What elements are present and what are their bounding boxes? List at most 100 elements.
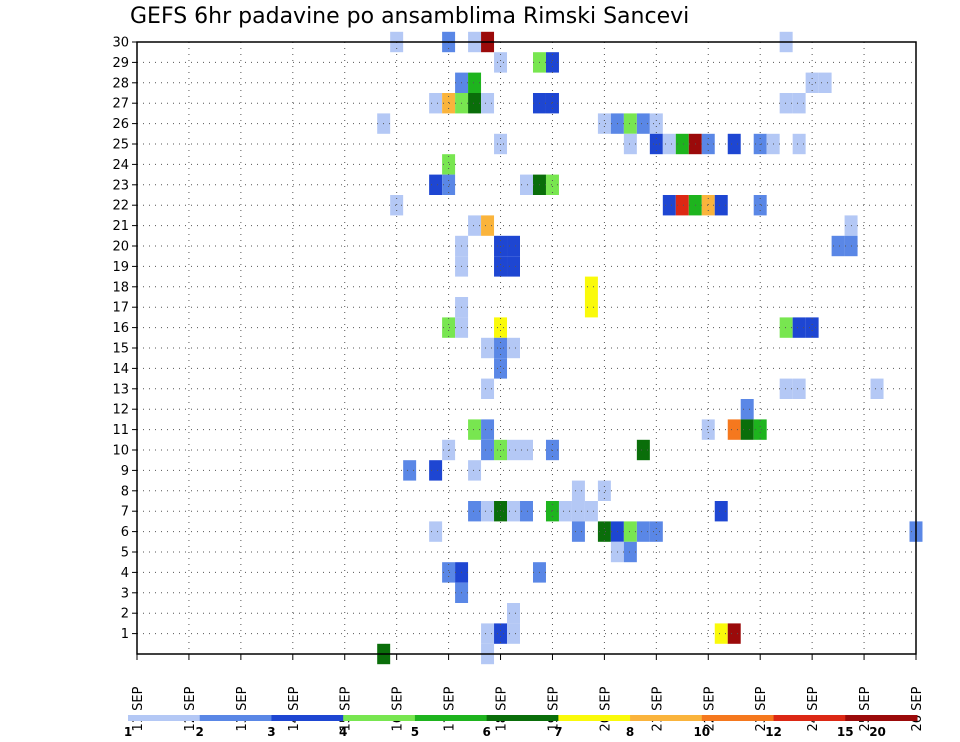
heatmap-cell (649, 521, 663, 542)
heatmap-cell (779, 378, 793, 399)
x-tick-label: 26 SEP (910, 686, 925, 731)
y-tick-label: 23 (112, 178, 129, 193)
y-tick-label: 7 (121, 505, 129, 520)
heatmap-cell (623, 113, 637, 134)
heatmap-cell (870, 378, 884, 399)
heatmap-cell (558, 501, 572, 522)
heatmap-cell (792, 93, 806, 114)
heatmap-cell (714, 501, 728, 522)
colorbar-segment (486, 715, 559, 721)
x-tick-label: 20 SEP (598, 686, 613, 731)
y-tick-label: 6 (121, 525, 129, 540)
colorbar-segment (630, 715, 703, 721)
heatmap-cell (792, 378, 806, 399)
y-tick-label: 18 (112, 280, 129, 295)
y-tick-label: 13 (112, 382, 129, 397)
x-tick-label: 13 SEP (235, 686, 250, 731)
heatmap-cell (468, 72, 482, 93)
y-tick-label: 14 (112, 362, 129, 377)
heatmap-cell (494, 317, 508, 338)
heatmap-cell (571, 501, 585, 522)
heatmap-cell (442, 174, 456, 195)
y-tick-label: 1 (121, 627, 129, 642)
colorbar-segment (701, 715, 775, 721)
heatmap-cell (740, 399, 754, 420)
heatmap-cell (805, 72, 819, 93)
y-tick-label: 11 (112, 423, 129, 438)
y-tick-label: 2 (121, 607, 129, 622)
y-tick-label: 10 (112, 444, 129, 459)
x-tick-label: 11 SEP (131, 686, 146, 731)
cells-layer (377, 31, 923, 665)
x-tick-label: 24 SEP (806, 686, 821, 731)
heatmap-cell (623, 541, 637, 563)
heatmap-cell (507, 603, 520, 624)
heatmap-cell (779, 317, 793, 338)
heatmap-cell (701, 419, 715, 440)
heatmap-cell (753, 195, 767, 216)
heatmap-cell (597, 480, 611, 501)
y-tick-label: 28 (112, 76, 129, 91)
y-tick-label: 29 (112, 56, 129, 71)
heatmap-cell (494, 623, 508, 644)
y-tick-label: 30 (112, 36, 129, 51)
heatmap-cell (662, 195, 676, 216)
heatmap-cell (468, 501, 482, 522)
y-tick-label: 5 (121, 546, 129, 561)
heatmap-cell (429, 460, 443, 481)
heatmap-cell (507, 337, 520, 359)
heatmap-cell (481, 501, 495, 522)
heatmap-cell (727, 623, 741, 644)
heatmap-cell (429, 174, 443, 195)
y-tick-label: 12 (112, 403, 129, 418)
heatmap-cell (584, 276, 598, 297)
heatmap-cell (507, 235, 520, 257)
colorbar-label: 5 (411, 725, 419, 739)
heatmap-cell (494, 256, 508, 277)
heatmap-cell (597, 521, 611, 542)
x-tick-label: 16 SEP (391, 686, 406, 731)
y-tick-label: 24 (112, 158, 129, 173)
heatmap-cell (429, 521, 443, 542)
heatmap-cell (597, 113, 611, 134)
heatmap-cell (481, 93, 495, 114)
heatmap-cell (792, 317, 806, 338)
heatmap-cell (468, 460, 482, 481)
y-tick-label: 20 (112, 240, 129, 255)
y-tick-label: 22 (112, 199, 129, 214)
heatmap-cell (818, 72, 832, 93)
heatmap-cell (753, 419, 767, 440)
heatmap-cell (494, 501, 508, 522)
heatmap-cell (636, 439, 650, 461)
y-tick-label: 21 (112, 219, 129, 234)
heatmap-cell (442, 154, 456, 175)
heatmap-cell (545, 93, 559, 114)
heatmap-cell (494, 358, 508, 379)
heatmap-cell (520, 439, 533, 461)
heatmap-cell (675, 195, 689, 216)
heatmap-cell (507, 501, 520, 522)
heatmap-cell (675, 133, 689, 155)
heatmap-cell (403, 460, 417, 481)
heatmap-cell (481, 215, 495, 236)
y-tick-label: 26 (112, 117, 129, 132)
heatmap-cell (507, 439, 520, 461)
heatmap-cell (442, 317, 456, 338)
colorbar-label: 1 (124, 725, 132, 739)
colorbar-segment (199, 715, 272, 721)
colorbar-segment (845, 715, 918, 721)
colorbar-label: 4 (339, 725, 347, 739)
heatmap-cell (545, 174, 559, 195)
colorbar-label: 20 (869, 725, 886, 739)
heatmap-cell (481, 378, 495, 399)
colorbar-label: 2 (196, 725, 204, 739)
heatmap-cell (571, 521, 585, 542)
y-tick-label: 25 (112, 138, 129, 153)
colorbar-label: 3 (267, 725, 275, 739)
y-tick-label: 3 (121, 586, 129, 601)
heatmap-cell (623, 133, 637, 155)
heatmap-cell (520, 501, 533, 522)
chart-title: GEFS 6hr padavine po ansamblima Rimski S… (130, 4, 690, 29)
heatmap-cell (805, 317, 819, 338)
heatmap-cell (390, 195, 404, 216)
